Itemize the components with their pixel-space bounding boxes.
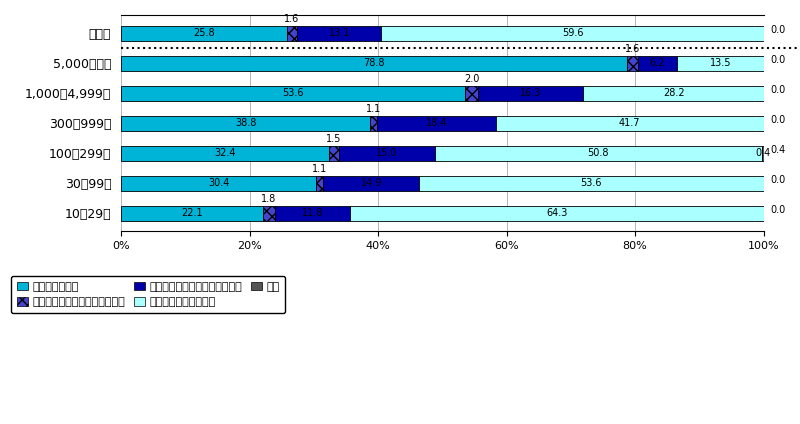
- Text: 1.1: 1.1: [312, 165, 327, 174]
- Bar: [121, 25, 287, 41]
- Text: 1.6: 1.6: [284, 14, 299, 24]
- Bar: [274, 206, 350, 221]
- Text: 0.0: 0.0: [770, 175, 786, 185]
- Bar: [496, 116, 763, 131]
- Bar: [627, 56, 638, 71]
- Bar: [263, 206, 274, 221]
- Bar: [121, 206, 263, 221]
- Bar: [350, 206, 763, 221]
- Bar: [466, 86, 478, 100]
- Bar: [378, 116, 496, 131]
- Bar: [297, 25, 382, 41]
- Text: 0.0: 0.0: [770, 85, 786, 95]
- Bar: [370, 116, 378, 131]
- Text: 38.8: 38.8: [235, 118, 256, 128]
- Bar: [330, 146, 339, 161]
- Text: 6.2: 6.2: [650, 58, 666, 68]
- Bar: [121, 56, 627, 71]
- Bar: [762, 146, 764, 161]
- Text: 13.1: 13.1: [329, 28, 350, 38]
- Text: 25.8: 25.8: [193, 28, 214, 38]
- Text: 1.6: 1.6: [625, 44, 640, 54]
- Bar: [678, 56, 764, 71]
- Text: 22.1: 22.1: [182, 209, 203, 218]
- Text: 2.0: 2.0: [464, 74, 479, 84]
- Text: 53.6: 53.6: [282, 88, 304, 98]
- Bar: [323, 176, 419, 191]
- Text: 64.3: 64.3: [546, 209, 568, 218]
- Bar: [316, 176, 323, 191]
- Text: 32.4: 32.4: [214, 148, 236, 158]
- Text: 0.4: 0.4: [770, 145, 786, 155]
- Text: 18.4: 18.4: [426, 118, 447, 128]
- Text: 16.3: 16.3: [520, 88, 542, 98]
- Bar: [435, 146, 762, 161]
- Bar: [638, 56, 678, 71]
- Bar: [121, 146, 330, 161]
- Text: 14.9: 14.9: [361, 179, 382, 188]
- Bar: [287, 25, 297, 41]
- Text: 11.8: 11.8: [302, 209, 323, 218]
- Bar: [419, 176, 763, 191]
- Bar: [382, 25, 764, 41]
- Text: 28.2: 28.2: [662, 88, 685, 98]
- Text: 41.7: 41.7: [619, 118, 640, 128]
- Text: 1.8: 1.8: [261, 195, 277, 204]
- Text: 0.0: 0.0: [770, 205, 786, 215]
- Text: 0.0: 0.0: [770, 115, 786, 125]
- Bar: [478, 86, 583, 100]
- Text: 1.5: 1.5: [326, 134, 342, 144]
- Text: 53.6: 53.6: [581, 179, 602, 188]
- Text: 15.0: 15.0: [376, 148, 398, 158]
- Text: 0.4: 0.4: [755, 148, 770, 158]
- Text: 13.5: 13.5: [710, 58, 731, 68]
- Text: 1.1: 1.1: [366, 104, 382, 114]
- Legend: 取り組んでいる, 今後、取り組むこととしている, 今のところ取り組む予定はない, 以前は取り組んでいた, 不明: 取り組んでいる, 今後、取り組むこととしている, 今のところ取り組む予定はない,…: [11, 276, 286, 313]
- Text: 0.0: 0.0: [770, 55, 786, 65]
- Bar: [121, 176, 316, 191]
- Text: 0.0: 0.0: [770, 25, 786, 35]
- Text: 59.6: 59.6: [562, 28, 583, 38]
- Text: 30.4: 30.4: [208, 179, 230, 188]
- Text: 50.8: 50.8: [588, 148, 609, 158]
- Bar: [121, 116, 370, 131]
- Bar: [339, 146, 435, 161]
- Bar: [583, 86, 764, 100]
- Text: 78.8: 78.8: [363, 58, 385, 68]
- Bar: [121, 86, 466, 100]
